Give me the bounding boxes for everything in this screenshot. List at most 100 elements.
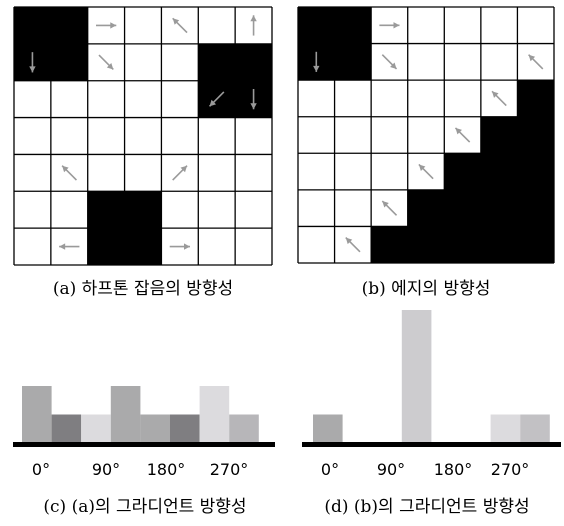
histogram-bar xyxy=(229,414,259,443)
gradient-arrow-icon xyxy=(381,54,398,70)
gradient-arrow-icon xyxy=(313,51,320,72)
grid-a xyxy=(13,6,273,266)
gradient-arrow-icon xyxy=(379,22,400,29)
tick-label: 180° xyxy=(434,460,473,479)
grid-cell-white xyxy=(407,43,445,81)
gradient-arrow-icon xyxy=(208,91,225,107)
grid-cell-white xyxy=(50,117,88,155)
grid-cell-white xyxy=(87,80,125,118)
grid-cell-black xyxy=(124,191,162,229)
grid-cell-white xyxy=(124,154,162,192)
histogram-c: 0° 90° 180° 270° xyxy=(13,386,275,479)
grid-cell-white xyxy=(161,191,199,229)
grid-cell-white xyxy=(124,117,162,155)
grid-cell-white xyxy=(334,189,372,227)
gradient-arrow-icon xyxy=(491,90,507,107)
gradient-arrow-icon xyxy=(418,163,434,180)
grid-cell-white xyxy=(407,80,445,117)
grid-cell-white xyxy=(87,154,125,192)
grid-cell-white xyxy=(14,80,51,118)
histogram-panel-c: 0° 90° 180° 270° xyxy=(0,310,290,480)
grid-cell-white xyxy=(14,154,51,192)
histogram-bar xyxy=(520,414,550,443)
grid-cell-white xyxy=(14,191,51,229)
gradient-arrow-icon xyxy=(29,52,36,73)
grid-cell-white xyxy=(198,228,236,265)
grid-cell-black xyxy=(480,116,518,154)
grid-cell-white xyxy=(235,228,272,265)
grid-cell-white xyxy=(87,117,125,155)
grid-cell-black xyxy=(480,153,518,190)
tick-label: 270° xyxy=(491,460,530,479)
grid-cell-white xyxy=(480,7,518,44)
grid-cell-black xyxy=(407,189,445,227)
grid-cell-white xyxy=(161,80,199,118)
grid-cell-black xyxy=(298,7,335,44)
gradient-arrow-icon xyxy=(169,243,190,250)
grid-cell-white xyxy=(235,117,272,155)
grid-cell-black xyxy=(480,189,518,227)
grid-cell-black xyxy=(480,226,518,263)
tick-label: 270° xyxy=(210,460,249,479)
histogram-baseline xyxy=(13,442,275,447)
grid-cell-white xyxy=(444,7,481,44)
grid-cell-black xyxy=(50,43,88,81)
caption-a: (a) 하프톤 잡음의 방향성 xyxy=(52,279,234,299)
grid-cell-white xyxy=(14,228,51,265)
grid-cell-black xyxy=(235,43,272,81)
grid-cell-white xyxy=(444,43,481,81)
histogram-baseline xyxy=(302,442,561,447)
caption-c: (c) (a)의 그라디언트 방향성 xyxy=(43,497,247,517)
grid-cell-white xyxy=(517,7,554,44)
histogram-d: 0° 90° 180° 270° xyxy=(302,310,561,479)
grid-cell-white xyxy=(198,117,236,155)
grid-cell-white xyxy=(298,226,335,263)
grid-cell-black xyxy=(517,153,554,190)
gradient-arrow-icon xyxy=(250,15,257,36)
gradient-arrow-icon xyxy=(345,237,361,253)
grid-cell-black xyxy=(50,7,88,44)
grid-cell-white xyxy=(371,80,408,117)
tick-label: 180° xyxy=(147,460,186,479)
histogram-bar xyxy=(199,386,230,443)
grid-cell-white xyxy=(298,189,335,227)
grid-cell-black xyxy=(517,116,554,154)
grid-b xyxy=(297,6,555,264)
grid-cell-white xyxy=(124,7,162,44)
grid-cell-black xyxy=(517,226,554,263)
grid-cell-white xyxy=(124,80,162,118)
grid-cell-white xyxy=(161,43,199,81)
grid-cell-white xyxy=(198,154,236,192)
grid-cell-white xyxy=(50,80,88,118)
grid-cell-white xyxy=(235,154,272,192)
gradient-arrow-icon xyxy=(96,22,117,29)
gradient-arrow-icon xyxy=(98,54,114,71)
caption-b: (b) 에지의 방향성 xyxy=(361,279,491,299)
grid-panel-b xyxy=(297,6,555,264)
gradient-arrow-icon xyxy=(454,127,471,143)
gradient-arrow-icon xyxy=(59,243,80,250)
grid-cell-black xyxy=(124,228,162,265)
grid-cell-black xyxy=(407,226,445,263)
grid-cell-white xyxy=(14,117,51,155)
grid-cell-white xyxy=(371,116,408,154)
grid-cell-black xyxy=(517,189,554,227)
grid-cell-white xyxy=(50,191,88,229)
histogram-bar xyxy=(110,386,141,443)
grid-cell-white xyxy=(371,153,408,190)
grid-cell-black xyxy=(198,43,236,81)
tick-label: 90° xyxy=(92,460,120,479)
histogram-bar xyxy=(170,414,200,443)
histogram-bar xyxy=(401,310,432,443)
histogram-bar xyxy=(313,414,343,443)
grid-cell-white xyxy=(298,153,335,190)
gradient-arrow-icon xyxy=(381,200,398,216)
caption-d: (d) (b)의 그라디언트 방향성 xyxy=(324,497,530,517)
gradient-arrow-icon xyxy=(172,17,188,34)
gradient-arrow-icon xyxy=(172,165,188,181)
gradient-arrow-icon xyxy=(61,165,78,181)
grid-cell-black xyxy=(87,228,125,265)
grid-cell-black xyxy=(444,153,481,190)
grid-cell-white xyxy=(407,7,445,44)
grid-cell-black xyxy=(371,226,408,263)
